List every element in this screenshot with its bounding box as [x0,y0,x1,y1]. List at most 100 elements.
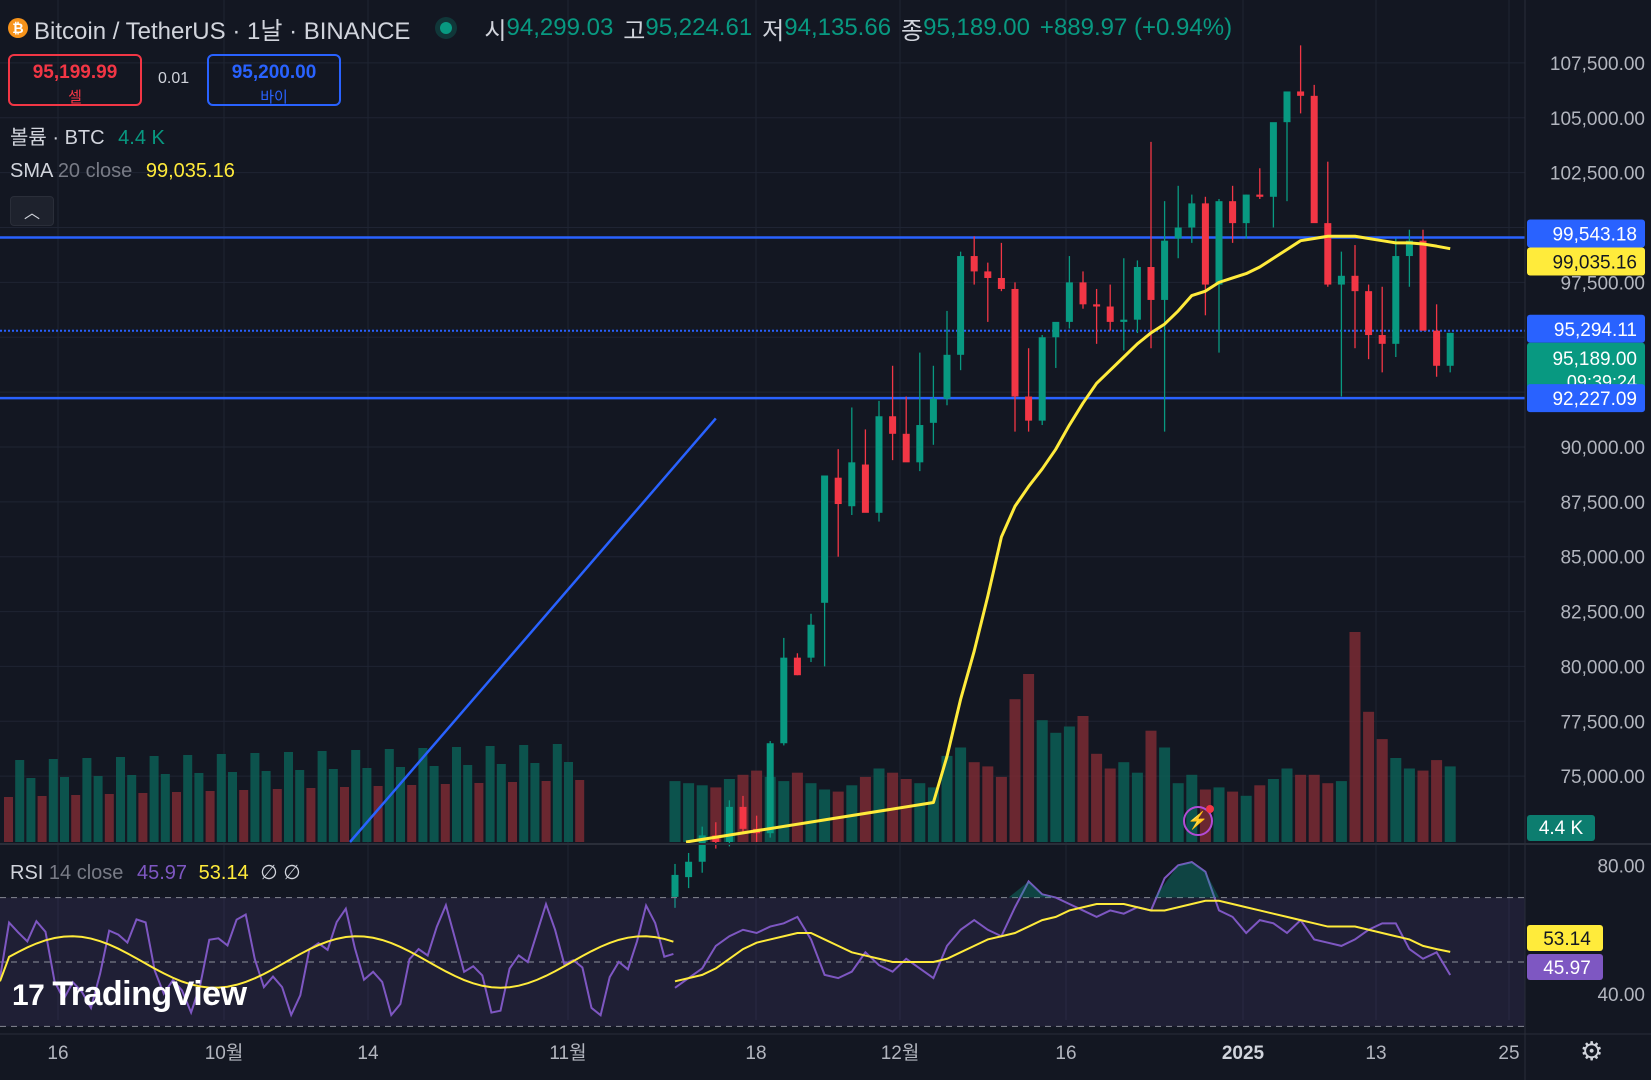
volume-bar [26,778,36,842]
high-label: 고 [623,17,646,45]
volume-bar [250,753,260,842]
volume-bar [751,770,763,842]
volume-legend[interactable]: 볼륨 · BTC 4.4 K [10,121,165,150]
candle-body [1310,95,1318,224]
buy-label: 바이 [260,89,288,106]
tradingview-logo[interactable]: 17 TradingView [12,975,247,1014]
volume-bar [127,775,137,842]
rsi-tag: 45.97 [1543,958,1591,979]
low-value: 94,135.66 [784,14,892,41]
candle-body [1392,256,1400,344]
candle-body [1433,330,1441,366]
volume-bar [1240,795,1252,842]
lightning-alert-icon[interactable]: ⚡ [1183,805,1214,836]
bitcoin-coin-icon: ₿ [8,18,28,38]
candle-body [1229,201,1237,224]
rsi-extra: ∅ ∅ [260,862,301,884]
buy-price: 95,200.00 [231,62,317,83]
sma-params: 20 close [57,160,133,182]
volume-bar [519,745,529,842]
y-axis-tick-label: 85,000.00 [1560,548,1645,569]
volume-bar [284,752,293,842]
volume-bar [1444,766,1456,842]
volume-bar [1281,768,1293,842]
candle-body [671,874,679,897]
volume-bar [575,780,585,842]
price-tag-sma-bg [1527,247,1645,276]
rsi-overbought-fill [1008,881,1056,898]
volume-bar [887,772,899,842]
market-status-icon[interactable] [440,22,453,34]
candle-body [793,657,801,676]
candle-body [1405,240,1413,257]
candle-body [1161,240,1169,300]
price-tag-line-low: 92,227.09 [1552,389,1637,410]
volume-bar [1145,730,1157,842]
volume-bar [1390,758,1402,842]
volume-bar [541,781,551,842]
volume-bar [1335,781,1347,842]
sma-name: SMA [10,160,53,182]
sell-button[interactable]: 95,199.99 셀 [8,54,142,106]
candle-body [1093,304,1101,307]
symbol-title[interactable]: Bitcoin / TetherUS · 1날 · BINANCE [34,17,411,45]
candle-body [902,433,910,463]
candle-body [1011,288,1019,397]
y-axis-tick-label: 82,500.00 [1560,603,1645,624]
sma-legend[interactable]: SMA 20 close 99,035.16 [10,160,235,183]
volume-bar [194,773,204,842]
sell-label: 셀 [68,89,82,106]
volume-bar [15,760,25,842]
volume-bar [1349,632,1361,842]
volume-tag: 4.4 K [1539,818,1584,839]
sell-price: 95,199.99 [32,62,118,83]
candle-body [861,464,869,513]
volume-bar [1363,711,1375,842]
rsi-ma-line [674,899,1451,983]
volume-bar [1227,791,1239,842]
candle-body [807,624,815,658]
volume-bar [4,797,13,842]
candle-body [725,806,733,842]
candle-body [739,806,747,829]
volume-bar [530,763,540,842]
volume-bar [1267,779,1279,842]
x-axis-tick-label: 25 [1498,1043,1519,1064]
volume-bar [60,777,69,842]
y-axis-tick-label: 105,000.00 [1550,109,1645,130]
volume-bar [295,770,305,842]
candle-body [1378,335,1386,344]
volume-bar [1403,768,1415,842]
rsi-ma-tag-bg [1527,925,1603,951]
volume-bar [1159,747,1171,842]
rsi-legend[interactable]: RSI 14 close 45.97 53.14 ∅ ∅ [10,860,301,885]
x-axis-tick-label: 13 [1365,1043,1386,1064]
collapse-legend-button[interactable]: ︿ [10,196,54,226]
volume-bar [1254,785,1266,842]
tradingview-logo-text: TradingView [52,975,247,1013]
settings-gear-icon[interactable]: ⚙ [1580,1036,1604,1066]
candle-body [1337,275,1345,285]
volume-bar [1077,716,1089,842]
volume-bar [440,784,450,842]
volume-tag-bg [1527,815,1595,841]
candle-body [1297,91,1305,96]
candle-body [1188,203,1196,228]
buy-button[interactable]: 95,200.00 바이 [207,54,341,106]
candle-body [1120,319,1128,322]
volume-name: 볼륨 · BTC [10,127,105,149]
candle-body [916,425,924,463]
volume-bar [982,766,994,842]
volume-bar [1431,760,1443,842]
notification-dot-icon [1206,805,1214,813]
volume-bar [564,762,573,842]
candle-body [1269,122,1277,197]
candle-body [1446,332,1454,366]
candle-body [929,398,937,423]
volume-bar [927,787,939,842]
volume-bar [1295,774,1307,842]
volume-bar [407,785,417,842]
low-label: 저 [762,17,785,45]
volume-bar [463,765,473,842]
